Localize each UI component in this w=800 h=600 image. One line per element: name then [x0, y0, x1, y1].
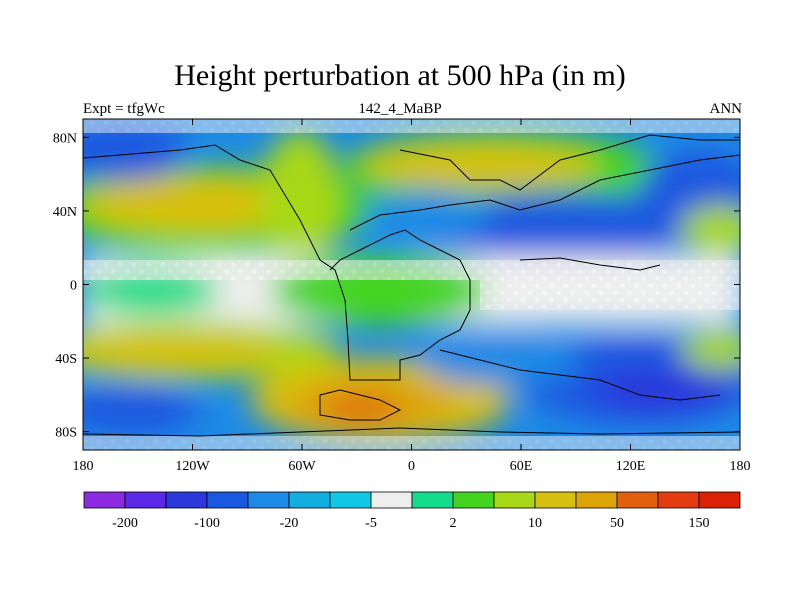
lat-label: 40N: [53, 205, 77, 220]
lon-label: 120E: [616, 459, 646, 474]
colorbar-swatch: [575, 491, 618, 509]
coastlines: [83, 134, 740, 437]
colorbar-label: 50: [610, 516, 624, 531]
lon-label: 180: [730, 459, 751, 474]
colorbar: -200 -100 -20 -5 2 10 50 150: [83, 491, 741, 531]
lat-label: 80N: [53, 131, 77, 146]
colorbar-swatch: [124, 491, 167, 509]
experiment-label: Expt = tfgWc: [83, 101, 165, 117]
colorbar-label: 2: [450, 516, 457, 531]
colorbar-label: -5: [365, 516, 377, 531]
colorbar-swatch: [657, 491, 700, 509]
colorbar-swatch: [165, 491, 208, 509]
colorbar-swatch: [247, 491, 290, 509]
season-label: ANN: [709, 101, 743, 117]
period-label: 142_4_MaBP: [358, 101, 442, 117]
colorbar-swatch: [370, 491, 413, 509]
lon-label: 120W: [175, 459, 210, 474]
colorbar-swatch: [452, 491, 495, 509]
lat-label: 40S: [55, 352, 77, 367]
latitude-axis: 80N 40N 0 40S 80S: [53, 131, 740, 441]
contour-field: [83, 119, 740, 450]
lat-label: 0: [70, 279, 77, 294]
colorbar-swatch: [698, 491, 741, 509]
lon-label: 60E: [510, 459, 533, 474]
colorbar-swatch: [616, 491, 659, 509]
colorbar-swatch: [329, 491, 372, 509]
colorbar-swatch: [83, 491, 126, 509]
colorbar-label: -200: [112, 516, 138, 531]
colorbar-label: 150: [689, 516, 710, 531]
colorbar-swatch: [288, 491, 331, 509]
lat-label: 80S: [55, 426, 77, 441]
lon-label: 0: [408, 459, 415, 474]
plot-title: Height perturbation at 500 hPa (in m): [174, 59, 626, 92]
colorbar-swatch: [206, 491, 249, 509]
lon-label: 180: [73, 459, 94, 474]
colorbar-label: 10: [528, 516, 542, 531]
colorbar-swatch: [534, 491, 577, 509]
colorbar-swatch: [411, 491, 454, 509]
colorbar-swatch: [493, 491, 536, 509]
colorbar-label: -100: [194, 516, 220, 531]
colorbar-label: -20: [280, 516, 299, 531]
lon-label: 60W: [288, 459, 316, 474]
longitude-axis: 180 120W 60W 0 60E 120E 180: [73, 119, 751, 474]
